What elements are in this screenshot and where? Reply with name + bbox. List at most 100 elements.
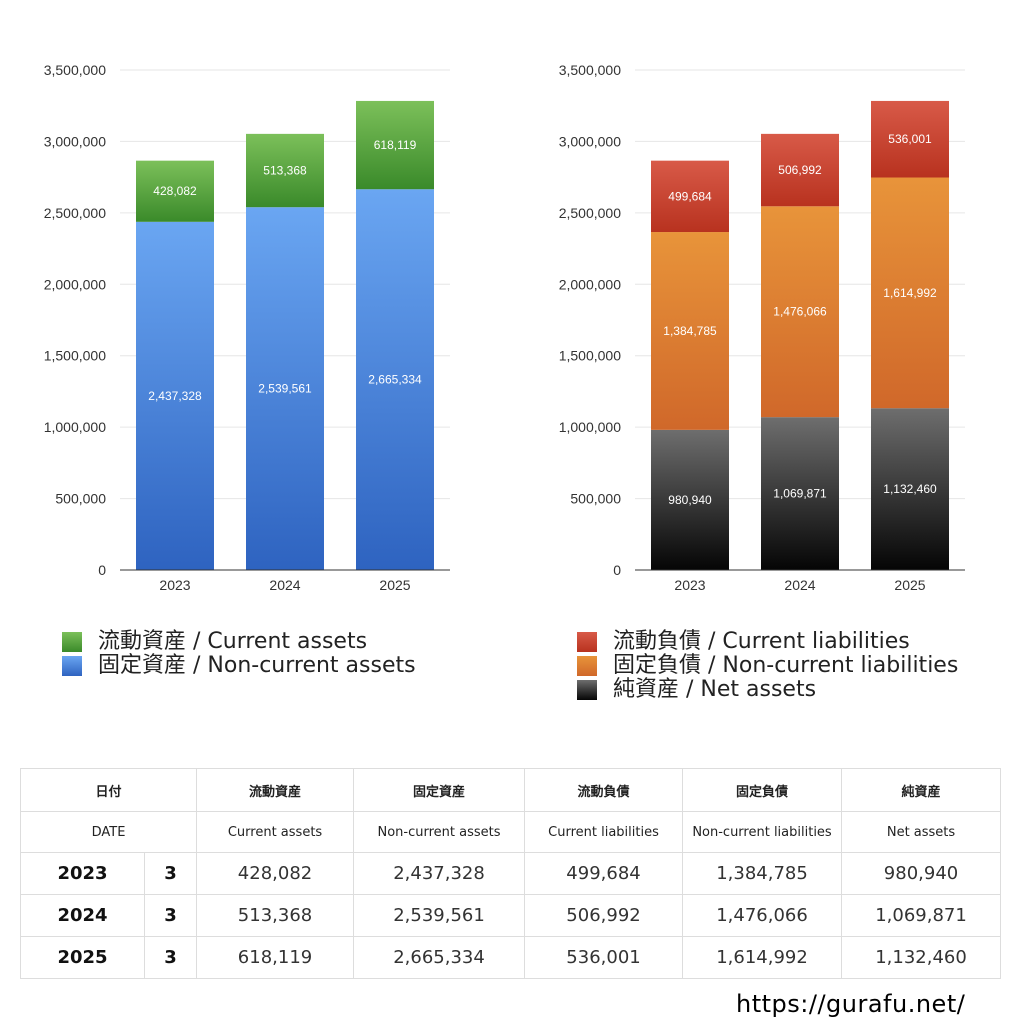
y-tick-label: 1,500,000 xyxy=(559,348,621,364)
bar-segment xyxy=(136,221,214,570)
legend-swatch-current-assets xyxy=(62,632,82,652)
header-current-assets-en: Current assets xyxy=(196,811,355,853)
cell-net-assets: 1,069,871 xyxy=(841,894,1002,937)
bar-segment xyxy=(651,160,729,233)
cell-current-liabilities: 536,001 xyxy=(524,936,684,979)
row-month: 3 xyxy=(143,936,198,979)
table-row: 2024 3 513,368 2,539,561 506,992 1,476,0… xyxy=(20,894,1002,937)
y-tick-label: 3,000,000 xyxy=(559,133,621,149)
y-tick-label: 2,500,000 xyxy=(559,205,621,221)
y-tick-label: 1,500,000 xyxy=(44,348,106,364)
y-tick-label: 3,500,000 xyxy=(559,62,621,78)
cell-non-current-liabilities: 1,476,066 xyxy=(682,894,843,937)
table-header-en: DATE Current assets Non-current assets C… xyxy=(19,811,1002,853)
row-year: 2024 xyxy=(20,894,145,937)
legend-label-non-current-assets: 固定資産 / Non-current assets xyxy=(98,653,416,678)
bar-data-label: 1,132,460 xyxy=(883,482,937,496)
y-tick-label: 2,000,000 xyxy=(559,276,621,292)
header-current-liabilities-jp: 流動負債 xyxy=(524,768,684,812)
bar-segment xyxy=(136,160,214,222)
legend-item-net-assets: 純資産 / Net assets xyxy=(577,678,958,702)
bar-data-label: 1,384,785 xyxy=(663,324,717,338)
bar-segment xyxy=(246,133,324,208)
y-tick-label: 3,000,000 xyxy=(44,133,106,149)
cell-current-liabilities: 506,992 xyxy=(524,894,684,937)
y-tick-label: 2,000,000 xyxy=(44,276,106,292)
header-non-current-assets-jp: 固定資産 xyxy=(353,768,526,812)
bar-data-label: 2,539,561 xyxy=(258,382,312,396)
header-net-assets-jp: 純資産 xyxy=(841,768,1002,812)
y-tick-label: 3,500,000 xyxy=(44,62,106,78)
cell-non-current-assets: 2,437,328 xyxy=(353,852,526,895)
cell-non-current-liabilities: 1,614,992 xyxy=(682,936,843,979)
x-tick-label: 2024 xyxy=(269,577,300,593)
header-net-assets-en: Net assets xyxy=(841,811,1002,853)
legend-label-non-current-liabilities: 固定負債 / Non-current liabilities xyxy=(613,653,959,678)
header-date-en: DATE xyxy=(19,811,198,853)
y-tick-label: 0 xyxy=(98,562,106,578)
legend-label-net-assets: 純資産 / Net assets xyxy=(613,677,817,702)
cell-non-current-assets: 2,665,334 xyxy=(353,936,526,979)
x-tick-label: 2025 xyxy=(894,577,925,593)
bar-segment xyxy=(871,408,949,570)
bar-data-label: 513,368 xyxy=(263,164,307,178)
legend-swatch-current-liabilities xyxy=(577,632,597,652)
legend-item-current-liabilities: 流動負債 / Current liabilities xyxy=(577,630,958,654)
header-current-assets-jp: 流動資産 xyxy=(196,768,355,812)
bar-data-label: 1,069,871 xyxy=(773,487,827,501)
bar-data-label: 428,082 xyxy=(153,184,197,198)
cell-current-assets: 513,368 xyxy=(196,894,355,937)
bar-segment xyxy=(356,189,434,570)
row-month: 3 xyxy=(143,852,198,895)
bar-segment xyxy=(761,417,839,570)
bar-data-label: 2,665,334 xyxy=(368,373,422,387)
legend-swatch-non-current-assets xyxy=(62,656,82,676)
y-tick-label: 500,000 xyxy=(570,491,621,507)
table-row: 2025 3 618,119 2,665,334 536,001 1,614,9… xyxy=(20,936,1002,979)
legend-label-current-liabilities: 流動負債 / Current liabilities xyxy=(613,629,910,654)
cell-current-liabilities: 499,684 xyxy=(524,852,684,895)
bar-data-label: 499,684 xyxy=(668,189,712,203)
cell-current-assets: 618,119 xyxy=(196,936,355,979)
assets-legend: 流動資産 / Current assets 固定資産 / Non-current… xyxy=(62,630,416,678)
bar-segment xyxy=(761,206,839,418)
x-tick-label: 2024 xyxy=(784,577,815,593)
legend-swatch-non-current-liabilities xyxy=(577,656,597,676)
legend-item-non-current-assets: 固定資産 / Non-current assets xyxy=(62,654,416,678)
y-tick-label: 2,500,000 xyxy=(44,205,106,221)
row-year: 2025 xyxy=(20,936,145,979)
footer-url[interactable]: https://gurafu.net/ xyxy=(736,990,966,1018)
bar-data-label: 2,437,328 xyxy=(148,389,202,403)
y-tick-label: 500,000 xyxy=(55,491,106,507)
bar-segment xyxy=(871,177,949,409)
legend-swatch-net-assets xyxy=(577,680,597,700)
cell-non-current-liabilities: 1,384,785 xyxy=(682,852,843,895)
bar-segment xyxy=(356,100,434,190)
cell-net-assets: 980,940 xyxy=(841,852,1002,895)
liabilities-legend: 流動負債 / Current liabilities 固定負債 / Non-cu… xyxy=(577,630,958,702)
table-header-jp: 日付 流動資産 固定資産 流動負債 固定負債 純資産 xyxy=(19,768,1002,812)
bar-data-label: 536,001 xyxy=(888,132,932,146)
cell-net-assets: 1,132,460 xyxy=(841,936,1002,979)
header-date-jp: 日付 xyxy=(19,768,198,812)
header-non-current-liabilities-jp: 固定負債 xyxy=(682,768,843,812)
x-tick-label: 2023 xyxy=(674,577,705,593)
bar-segment xyxy=(651,429,729,570)
header-current-liabilities-en: Current liabilities xyxy=(524,811,684,853)
y-tick-label: 0 xyxy=(613,562,621,578)
bar-segment xyxy=(246,207,324,570)
x-tick-label: 2025 xyxy=(379,577,410,593)
bar-segment xyxy=(761,133,839,207)
bar-data-label: 506,992 xyxy=(778,163,822,177)
header-non-current-liabilities-en: Non-current liabilities xyxy=(682,811,843,853)
legend-item-non-current-liabilities: 固定負債 / Non-current liabilities xyxy=(577,654,958,678)
row-month: 3 xyxy=(143,894,198,937)
bar-segment xyxy=(871,100,949,178)
bar-data-label: 1,614,992 xyxy=(883,286,937,300)
y-tick-label: 1,000,000 xyxy=(44,419,106,435)
table-row: 2023 3 428,082 2,437,328 499,684 1,384,7… xyxy=(20,852,1002,895)
bar-data-label: 980,940 xyxy=(668,493,712,507)
header-non-current-assets-en: Non-current assets xyxy=(353,811,526,853)
y-tick-label: 1,000,000 xyxy=(559,419,621,435)
bar-data-label: 618,119 xyxy=(374,138,417,152)
